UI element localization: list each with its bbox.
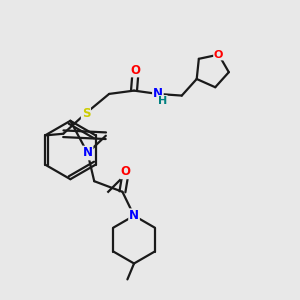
Text: N: N [82,146,93,160]
Text: O: O [121,165,131,178]
Text: H: H [158,96,167,106]
Text: O: O [214,50,224,60]
Text: S: S [82,107,90,120]
Text: N: N [129,209,139,222]
Text: O: O [131,64,141,76]
Text: N: N [153,87,163,101]
